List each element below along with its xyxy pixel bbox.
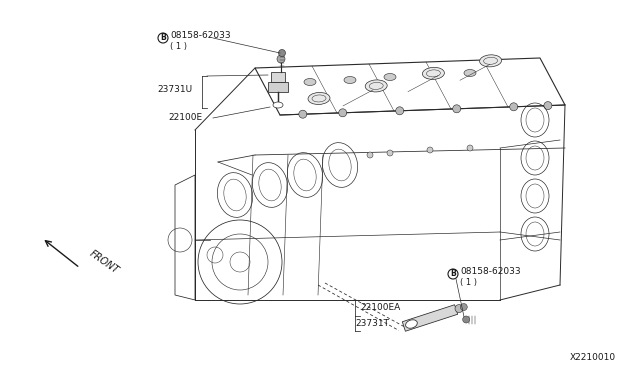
Circle shape xyxy=(278,49,285,57)
Ellipse shape xyxy=(273,102,283,108)
Ellipse shape xyxy=(464,70,476,77)
Circle shape xyxy=(427,147,433,153)
Circle shape xyxy=(460,304,467,311)
Text: B: B xyxy=(160,33,166,42)
Text: ( 1 ): ( 1 ) xyxy=(460,278,477,286)
Circle shape xyxy=(455,305,463,312)
Circle shape xyxy=(452,105,461,113)
Circle shape xyxy=(463,316,470,323)
Ellipse shape xyxy=(304,78,316,86)
Text: 22100E: 22100E xyxy=(168,113,202,122)
Text: 22100EA: 22100EA xyxy=(360,304,400,312)
Text: B: B xyxy=(450,269,456,279)
Ellipse shape xyxy=(308,92,330,105)
Text: ( 1 ): ( 1 ) xyxy=(170,42,187,51)
Ellipse shape xyxy=(344,77,356,83)
Circle shape xyxy=(367,152,373,158)
Polygon shape xyxy=(271,72,285,82)
Text: X2210010: X2210010 xyxy=(570,353,616,362)
Circle shape xyxy=(277,55,285,63)
Circle shape xyxy=(299,110,307,118)
Circle shape xyxy=(467,145,473,151)
Ellipse shape xyxy=(365,80,387,92)
Ellipse shape xyxy=(406,320,417,328)
Circle shape xyxy=(387,150,393,156)
Text: 23731T: 23731T xyxy=(355,318,389,327)
Text: FRONT: FRONT xyxy=(88,249,121,276)
Text: 23731U: 23731U xyxy=(157,86,192,94)
Polygon shape xyxy=(268,82,288,92)
Polygon shape xyxy=(403,305,458,331)
Circle shape xyxy=(509,103,518,111)
Text: 08158-62033: 08158-62033 xyxy=(170,32,230,41)
Ellipse shape xyxy=(422,67,444,79)
Ellipse shape xyxy=(384,74,396,80)
Text: 08158-62033: 08158-62033 xyxy=(460,267,520,276)
Circle shape xyxy=(396,107,404,115)
Ellipse shape xyxy=(424,71,436,78)
Circle shape xyxy=(339,109,347,117)
Ellipse shape xyxy=(479,55,502,67)
Circle shape xyxy=(544,102,552,110)
